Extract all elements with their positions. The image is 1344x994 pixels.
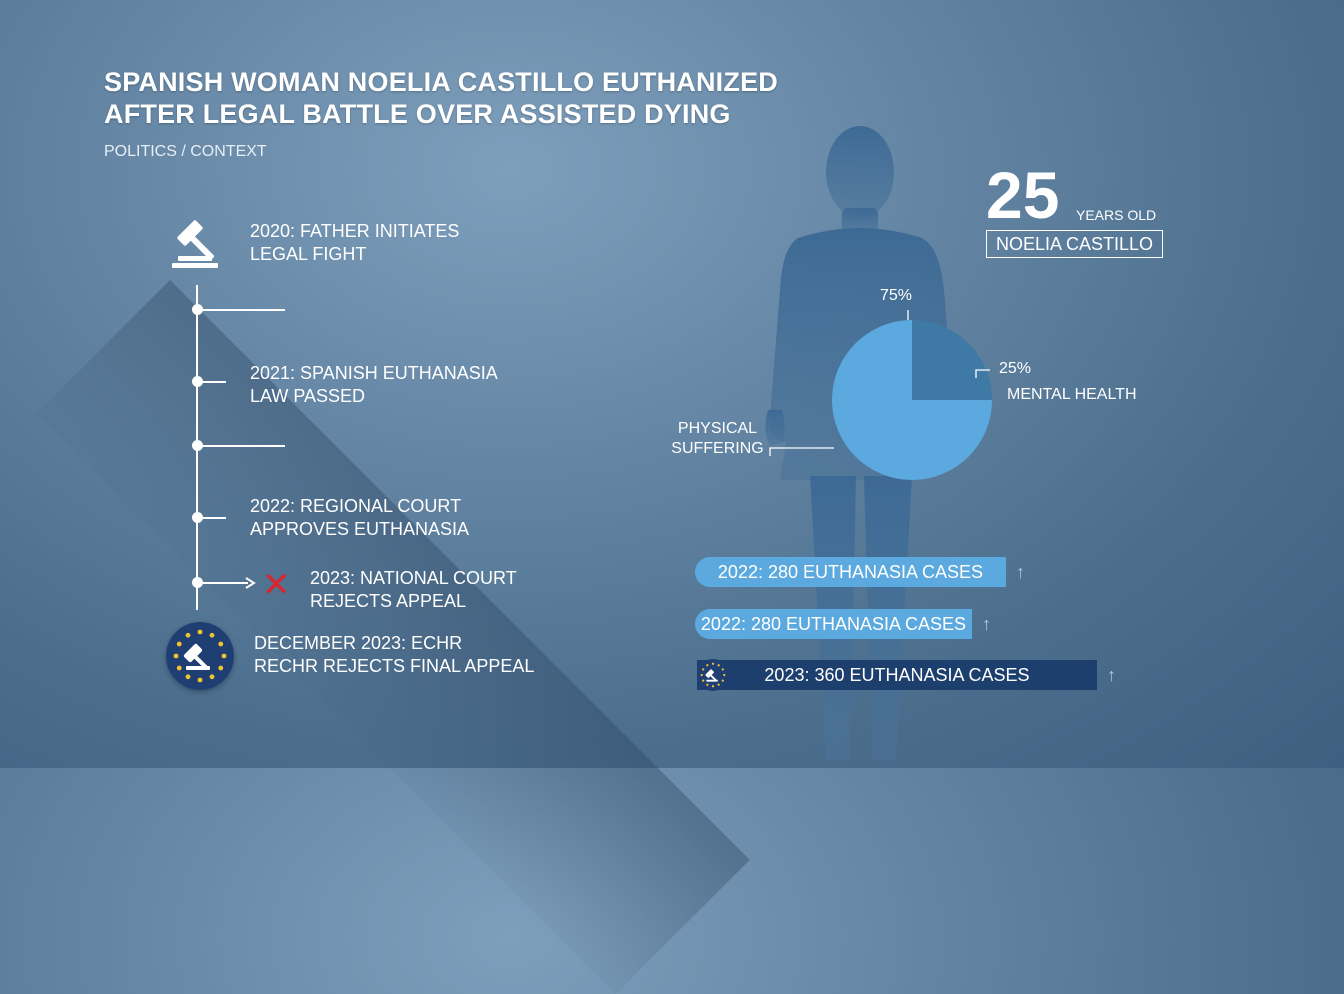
seal-star [706, 683, 709, 686]
timeline-item-line-1: DECEMBER 2023: ECHR [254, 633, 463, 653]
seal-star [706, 664, 709, 667]
pie-chart: 75% 25% MENTAL HEALTH PHYSICAL SUFFERING [640, 270, 1180, 490]
timeline-arrow-line [198, 582, 248, 584]
headline-line-1: SPANISH WOMAN NOELIA CASTILLO EUTHANIZED [104, 67, 778, 97]
seal-star [197, 629, 203, 635]
gavel-icon [183, 643, 210, 670]
pie-slice-label: MENTAL HEALTH [1007, 386, 1137, 403]
seal-star [721, 679, 724, 682]
leader-line [975, 369, 990, 378]
timeline-dot [192, 577, 203, 588]
timeline-item-2021: 2021: SPANISH EUTHANASIA LAW PASSED [250, 362, 498, 408]
seal-star [176, 641, 182, 647]
echr-seal-icon [697, 659, 729, 691]
timeline-item-line-1: 2022: REGIONAL COURT [250, 496, 462, 516]
seal-star [218, 665, 224, 671]
timeline-item-2020: 2020: FATHER INITIATES LEGAL FIGHT [250, 220, 459, 266]
age-unit: YEARS OLD [1076, 207, 1157, 223]
seal-star [711, 662, 715, 665]
seal-star [209, 674, 215, 680]
timeline-item-line-1: 2021: SPANISH EUTHANASIA [250, 363, 498, 383]
pie-slice-mental-health [912, 320, 992, 400]
seal-star [721, 668, 724, 671]
arrow-up-icon: ↑ [1016, 562, 1025, 582]
timeline-item-line-2: RECHR REJECTS FINAL APPEAL [254, 656, 535, 676]
timeline-item-line-2: APPROVES EUTHANASIA [250, 519, 470, 539]
seal-star [711, 685, 715, 688]
timeline-tick [198, 445, 285, 447]
seal-star [702, 679, 705, 682]
pie-slice-label: PHYSICAL SUFFERING [660, 419, 775, 459]
timeline-item-2022: 2022: REGIONAL COURT APPROVES EUTHANASIA [250, 495, 469, 541]
timeline-tick [198, 309, 285, 311]
timeline-item-december-2023: DECEMBER 2023: ECHR RECHR REJECTS FINAL … [254, 632, 534, 678]
seal-star [702, 668, 705, 671]
bar: 2022: 280 EUTHANASIA CASES [695, 609, 972, 639]
pie-slice-physical-suffering [832, 320, 992, 480]
timeline-dot [192, 304, 203, 315]
leader-line [769, 447, 834, 456]
bar: 2022: 280 EUTHANASIA CASES [695, 557, 1006, 587]
timeline-dot [192, 512, 203, 523]
seal-star [218, 641, 224, 647]
seal-star [173, 653, 179, 659]
seal-star [717, 683, 720, 686]
seal-star [185, 674, 191, 680]
timeline-item-2023: 2023: NATIONAL COURT REJECTS APPEAL [310, 567, 517, 613]
echr-seal-icon [166, 622, 234, 690]
seal-star [723, 673, 726, 677]
headline-line-2: AFTER LEGAL BATTLE OVER ASSISTED DYING [104, 99, 731, 129]
arrow-up-icon: ↑ [982, 614, 991, 634]
seal-star [209, 632, 215, 638]
bar: 2023: 360 EUTHANASIA CASES [697, 660, 1097, 690]
pie-value-label: 25% [999, 360, 1032, 377]
timeline-dot [192, 376, 203, 387]
category-label: POLITICS / CONTEXT [104, 143, 267, 160]
gavel-icon [172, 220, 218, 268]
arrow-up-icon: ↑ [1107, 665, 1116, 685]
headline: SPANISH WOMAN NOELIA CASTILLO EUTHANIZED… [104, 66, 824, 130]
seal-star [221, 653, 227, 659]
timeline-item-line-1: 2023: NATIONAL COURT [310, 568, 517, 588]
arrow-right-icon [245, 577, 256, 589]
timeline-dot [192, 440, 203, 451]
pie-slice-label-line-1: PHYSICAL [677, 420, 758, 437]
timeline-tick [198, 517, 226, 519]
timeline-tick [198, 381, 226, 383]
pie-value-label: 75% [880, 287, 913, 304]
timeline-item-line-2: REJECTS APPEAL [310, 591, 467, 611]
seal-star [197, 677, 203, 683]
age-number: 25 [986, 158, 1060, 232]
seal-star [176, 665, 182, 671]
seal-star [185, 632, 191, 638]
seal-star [717, 664, 720, 667]
gavel-icon [705, 669, 718, 682]
timeline-item-line-2: LEGAL FIGHT [250, 244, 367, 264]
seal-star [700, 673, 703, 677]
x-icon: ✕ [262, 566, 291, 604]
pie-slice-label-line-2: SUFFERING [671, 440, 764, 457]
timeline-item-line-1: 2020: FATHER INITIATES [250, 221, 460, 241]
name-box: NOELIA CASTILLO [986, 230, 1164, 258]
timeline-item-line-2: LAW PASSED [250, 386, 366, 406]
